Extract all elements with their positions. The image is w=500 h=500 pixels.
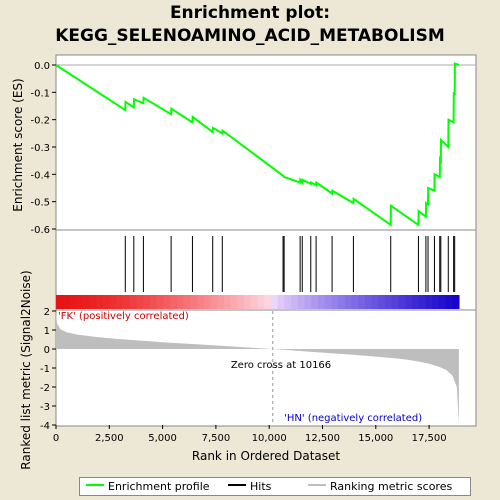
heat-bar-segment [278, 295, 285, 309]
heat-bar-segment [338, 295, 345, 309]
es-ytick-label: -0.1 [30, 88, 50, 99]
ranking-xtick-label: 17,500 [412, 433, 447, 444]
ranking-ylabel: Ranked list metric (Signal2Noise) [19, 270, 33, 469]
heat-bar-segment [76, 295, 83, 309]
legend-hits-label: Hits [250, 480, 271, 494]
heat-bar-segment [224, 295, 231, 309]
heat-bar-segment [137, 295, 144, 309]
heat-bar-segment [284, 295, 291, 309]
heat-bar-segment [318, 295, 325, 309]
heat-bar-segment [177, 295, 184, 309]
ranking-ytick-label: -3 [40, 402, 50, 413]
heat-bar-segment [351, 295, 358, 309]
heat-bar-segment [150, 295, 157, 309]
legend: Enrichment profile Hits Ranking metric s… [79, 477, 471, 496]
ranking-ytick-label: -1 [40, 364, 50, 375]
heat-bar-segment [116, 295, 123, 309]
heat-bar-segment [217, 295, 224, 309]
heat-bar-segment [439, 295, 446, 309]
heat-bar-segment [184, 295, 191, 309]
ranking-ytick-label: -2 [40, 383, 50, 394]
heat-bar-segment [123, 295, 130, 309]
heat-bar-segment [244, 295, 251, 309]
heat-bar-segment [345, 295, 352, 309]
heat-bar-segment [143, 295, 150, 309]
heat-bar-segment [103, 295, 110, 309]
legend-ranking-swatch [308, 484, 326, 486]
positive-correlation-label: 'FK' (positively correlated) [58, 311, 189, 322]
es-ytick-label: -0.6 [30, 225, 50, 236]
zero-cross-label: Zero cross at 10166 [231, 360, 331, 371]
negative-correlation-label: 'HN' (negatively correlated) [284, 413, 422, 424]
ranking-xtick-label: 7,500 [202, 433, 231, 444]
heat-bar-segment [392, 295, 399, 309]
heat-bar-segment [372, 295, 379, 309]
ranking-ytick-label: 0 [44, 345, 50, 356]
heat-bar-segment [190, 295, 197, 309]
heat-bar-segment [271, 295, 278, 309]
heat-bar-segment [83, 295, 90, 309]
heat-bar-segment [257, 295, 264, 309]
heat-bar-segment [63, 295, 70, 309]
heat-bar-segment [365, 295, 372, 309]
heat-bar-segment [56, 295, 63, 309]
es-ytick-label: 0.0 [34, 61, 50, 72]
ranking-ytick-label: 1 [44, 326, 50, 337]
heat-bar-segment [69, 295, 76, 309]
heat-bar-segment [405, 295, 412, 309]
heat-bar-segment [231, 295, 238, 309]
legend-enrichment-swatch [86, 484, 104, 486]
legend-hits-swatch [228, 484, 246, 486]
heat-bar-segment [446, 295, 453, 309]
heat-bar-segment [304, 295, 311, 309]
heat-bar-segment [110, 295, 117, 309]
ranking-xtick-label: 0 [53, 433, 59, 444]
heat-bar-segment [378, 295, 385, 309]
heat-bar-segment [251, 295, 258, 309]
ranking-xtick-label: 2,500 [95, 433, 124, 444]
heat-bar-segment [385, 295, 392, 309]
heat-bar-segment [130, 295, 137, 309]
es-ytick-label: -0.2 [30, 116, 50, 127]
heat-bar-segment [157, 295, 164, 309]
legend-ranking-label: Ranking metric scores [330, 480, 452, 494]
es-ytick-label: -0.4 [30, 170, 50, 181]
es-ytick-label: -0.3 [30, 143, 50, 154]
heat-bar-segment [331, 295, 338, 309]
ranking-xtick-label: 12,500 [305, 433, 340, 444]
heat-bar-segment [432, 295, 439, 309]
heat-bar-segment [163, 295, 170, 309]
heat-bar-segment [204, 295, 211, 309]
heat-bar-segment [399, 295, 406, 309]
ranking-ytick-label: -4 [40, 421, 50, 432]
heat-bar-segment [298, 295, 305, 309]
es-ylabel: Enrichment score (ES) [11, 78, 25, 211]
heat-bar-segment [237, 295, 244, 309]
heat-bar-segment [358, 295, 365, 309]
ranking-xtick-label: 5,000 [148, 433, 177, 444]
ranking-xtick-label: 15,000 [358, 433, 393, 444]
heat-bar-segment [425, 295, 432, 309]
heat-bar-segment [419, 295, 426, 309]
heat-bar-segment [412, 295, 419, 309]
heat-bar-segment [325, 295, 332, 309]
ranking-xlabel: Rank in Ordered Dataset [192, 449, 340, 463]
es-ytick-label: -0.5 [30, 198, 50, 209]
heat-bar-segment [210, 295, 217, 309]
heat-bar-segment [452, 295, 459, 309]
heat-bar-segment [311, 295, 318, 309]
ranking-ytick-label: 2 [44, 307, 50, 318]
heat-bar-segment [96, 295, 103, 309]
heat-bar-segment [170, 295, 177, 309]
heat-bar-segment [291, 295, 298, 309]
heat-bar-segment [197, 295, 204, 309]
heat-bar-segment [90, 295, 97, 309]
legend-enrichment-label: Enrichment profile [108, 480, 210, 494]
ranking-xtick-label: 10,000 [252, 433, 287, 444]
heat-bar-segment [264, 295, 271, 309]
es-panel [56, 55, 476, 230]
